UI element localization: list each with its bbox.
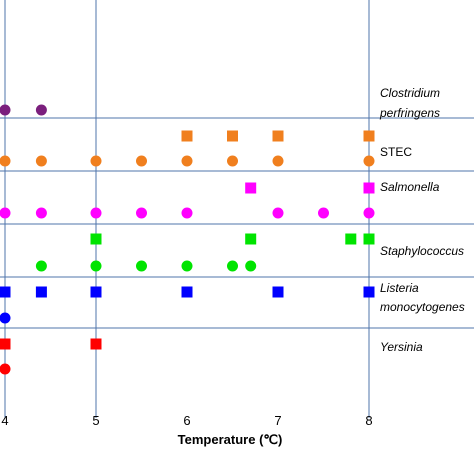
data-point-circle xyxy=(227,260,238,272)
data-point-circle xyxy=(136,207,147,219)
pathogen-label: Yersinia xyxy=(380,340,423,354)
data-point-circle xyxy=(0,155,11,167)
x-tick-label: 8 xyxy=(365,413,372,428)
data-point-circle xyxy=(0,363,11,375)
pathogen-label: Clostridium xyxy=(380,86,440,100)
pathogen-label: perfringens xyxy=(379,106,440,120)
data-point-square xyxy=(272,130,284,142)
data-point-circle xyxy=(35,207,47,219)
data-point-circle xyxy=(0,312,11,324)
pathogen-label: STEC xyxy=(380,145,412,159)
data-point-square xyxy=(35,286,47,298)
data-point-circle xyxy=(363,207,375,219)
data-point-circle xyxy=(0,104,11,116)
data-point-square xyxy=(181,286,193,298)
data-point-square xyxy=(90,286,102,298)
data-point-square xyxy=(363,182,375,194)
data-point-square xyxy=(0,338,11,350)
x-tick-label: 6 xyxy=(183,413,190,428)
data-point-circle xyxy=(35,104,47,116)
data-point-square xyxy=(245,233,257,245)
pathogen-label: monocytogenes xyxy=(380,300,465,314)
x-tick-labels: 4 5 6 7 8 xyxy=(1,413,372,428)
data-point-circle xyxy=(136,155,147,167)
data-point-circle xyxy=(136,260,147,272)
data-markers xyxy=(0,104,375,375)
data-point-square xyxy=(90,338,102,350)
data-point-square xyxy=(181,130,193,142)
data-point-square xyxy=(90,233,102,245)
data-point-circle xyxy=(363,155,375,167)
x-tick-label: 5 xyxy=(92,413,99,428)
data-point-square xyxy=(245,182,257,194)
data-point-circle xyxy=(0,207,11,219)
data-point-square xyxy=(363,286,375,298)
data-point-circle xyxy=(227,155,238,167)
data-point-circle xyxy=(181,155,193,167)
x-axis-title: Temperature (℃) xyxy=(178,432,283,447)
data-point-square xyxy=(363,130,375,142)
x-tick-label: 7 xyxy=(274,413,281,428)
pathogen-label: Staphylococcus xyxy=(380,244,464,258)
data-point-circle xyxy=(90,260,102,272)
data-point-square xyxy=(345,233,357,245)
pathogen-labels: Clostridium perfringens STEC Salmonella Stap… xyxy=(379,86,465,354)
x-tick-label: 4 xyxy=(1,413,8,428)
data-point-circle xyxy=(90,155,102,167)
data-point-circle xyxy=(318,207,329,219)
data-point-circle xyxy=(181,260,193,272)
data-point-circle xyxy=(272,155,284,167)
data-point-circle xyxy=(181,207,193,219)
data-point-circle xyxy=(35,260,47,272)
data-point-square xyxy=(272,286,284,298)
data-point-circle xyxy=(245,260,257,272)
data-point-square xyxy=(0,286,11,298)
data-point-circle xyxy=(272,207,284,219)
data-point-circle xyxy=(90,207,102,219)
data-point-circle xyxy=(35,155,47,167)
data-point-square xyxy=(227,130,238,142)
data-point-square xyxy=(363,233,375,245)
grid-lines xyxy=(0,0,474,418)
pathogen-label: Salmonella xyxy=(380,180,440,194)
pathogen-label: Listeria xyxy=(380,281,419,295)
